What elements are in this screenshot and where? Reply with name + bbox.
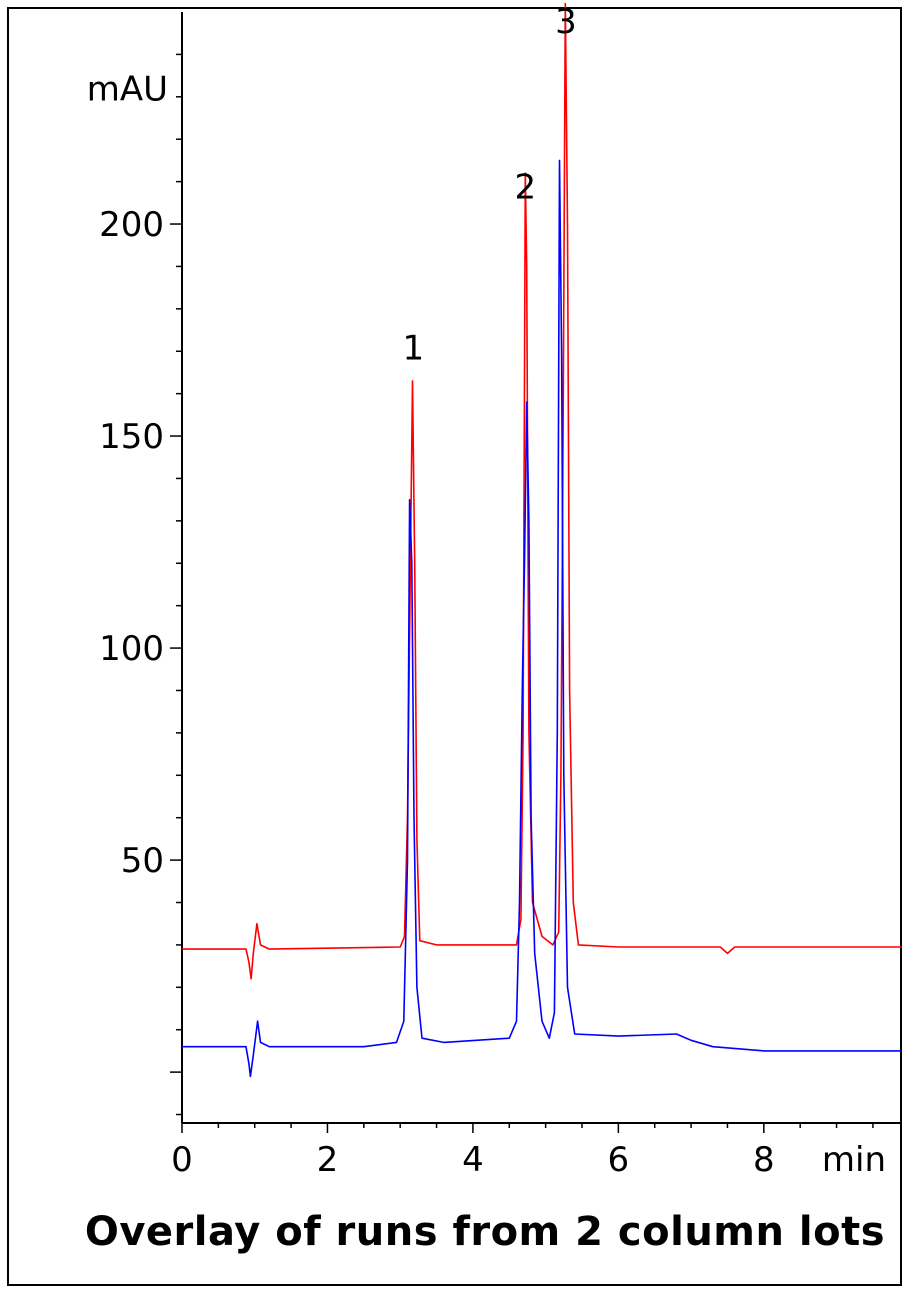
- y-axis-label: mAU: [87, 69, 168, 109]
- y-tick-label: 100: [99, 629, 164, 669]
- x-tick-label: 8: [753, 1140, 775, 1180]
- chart-frame: [7, 7, 902, 1286]
- x-tick-label: 2: [317, 1140, 339, 1180]
- x-tick-label: 0: [171, 1140, 193, 1180]
- series-line-2: [182, 159, 902, 1078]
- y-tick-label: 200: [99, 205, 164, 245]
- x-tick-label: 4: [462, 1140, 484, 1180]
- peak-label-2: 2: [514, 168, 536, 208]
- x-tick-label: 6: [608, 1140, 630, 1180]
- y-tick-label: 50: [121, 841, 164, 881]
- peak-label-1: 1: [402, 329, 424, 369]
- x-axis-label: min: [822, 1140, 886, 1180]
- chart-title: Overlay of runs from 2 column lots: [84, 1209, 885, 1255]
- y-tick-label: 150: [99, 417, 164, 457]
- series-line-1: [182, 2, 902, 980]
- peak-label-3: 3: [555, 2, 577, 42]
